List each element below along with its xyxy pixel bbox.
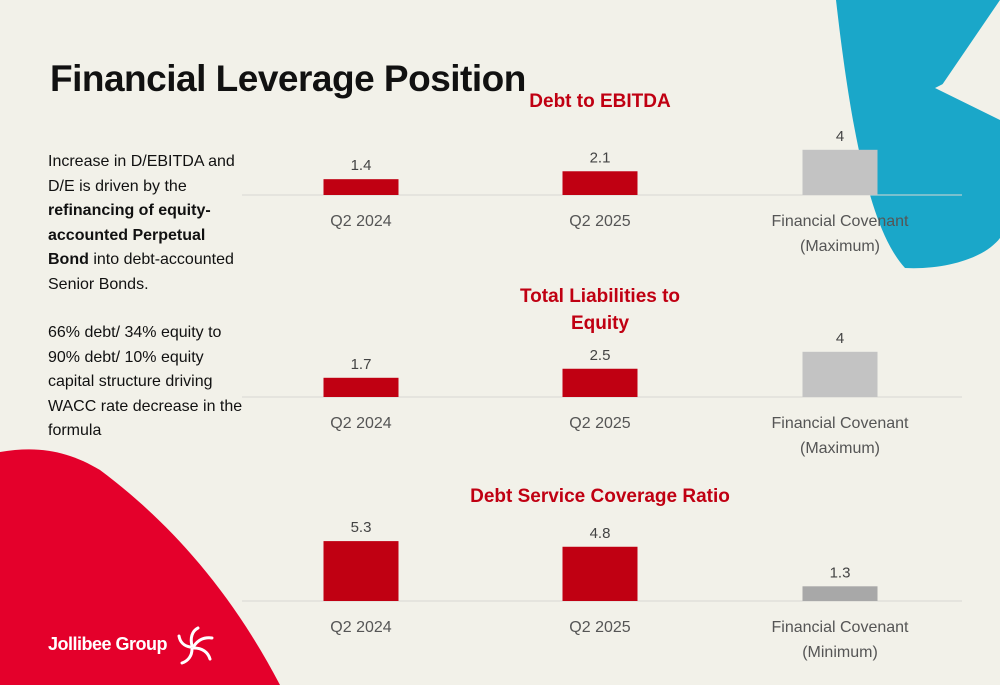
chart-0-value-label-2: 4 bbox=[836, 128, 844, 145]
teal-notch bbox=[935, 55, 1000, 120]
narrative-paragraph-1: Increase in D/EBITDA and D/E is driven b… bbox=[48, 150, 243, 297]
chart-0-value-label-0: 1.4 bbox=[351, 157, 372, 174]
chart-0-category-label-1: Q2 2025 bbox=[569, 213, 630, 230]
page-title: Financial Leverage Position bbox=[50, 58, 526, 99]
chart-1-bar-0 bbox=[323, 377, 399, 397]
narrative-highlight: refinancing of equity-accounted Perpetua… bbox=[48, 202, 211, 268]
narrative-text-1b: into debt-accounted Senior Bonds. bbox=[48, 251, 234, 293]
narrative-text: Increase in D/EBITDA and D/E is driven b… bbox=[48, 150, 243, 468]
chart-1-category-label-2: Financial Covenant (Maximum) bbox=[772, 415, 910, 457]
chart-2-value-label-0: 5.3 bbox=[351, 519, 372, 536]
logo-bee-icon bbox=[177, 626, 214, 665]
chart-1-value-label-1: 2.5 bbox=[590, 347, 611, 364]
company-logo: Jollibee Group bbox=[48, 634, 168, 654]
chart-1-bar-1 bbox=[562, 368, 638, 397]
teal-accent-shape bbox=[836, 0, 1000, 269]
chart-2-value-label-1: 4.8 bbox=[590, 525, 611, 542]
chart-0-category-label-0: Q2 2024 bbox=[330, 213, 391, 230]
chart-title-total-liabilities-to-equity: Total Liabilities to Equity bbox=[519, 286, 681, 334]
narrative-paragraph-2: 66% debt/ 34% equity to 90% debt/ 10% eq… bbox=[48, 324, 243, 439]
chart-0-bar-2 bbox=[802, 149, 878, 195]
chart-2-category-label-2: Financial Covenant (Minimum) bbox=[772, 619, 910, 661]
chart-title-debt-to-ebitda: Debt to EBITDA bbox=[529, 91, 671, 112]
chart-1-bar-2 bbox=[802, 351, 878, 397]
chart-0-category-label-2: Financial Covenant (Maximum) bbox=[772, 213, 910, 255]
chart-title-debt-service-coverage: Debt Service Coverage Ratio bbox=[470, 486, 730, 507]
chart-1-category-label-0: Q2 2024 bbox=[330, 415, 391, 432]
chart-2-value-label-2: 1.3 bbox=[830, 564, 851, 581]
chart-2-bar-1 bbox=[562, 546, 638, 601]
chart-2-category-label-0: Q2 2024 bbox=[330, 619, 391, 636]
chart-0-bar-1 bbox=[562, 171, 638, 195]
chart-2-bar-0 bbox=[323, 541, 399, 601]
chart-0-bar-0 bbox=[323, 179, 399, 195]
chart-1-value-label-0: 1.7 bbox=[351, 356, 372, 373]
chart-0-value-label-1: 2.1 bbox=[590, 149, 611, 166]
narrative-text-1a: Increase in D/EBITDA and D/E is driven b… bbox=[48, 153, 235, 195]
chart-2-category-label-1: Q2 2025 bbox=[569, 619, 630, 636]
chart-1-category-label-1: Q2 2025 bbox=[569, 415, 630, 432]
red-accent-shape bbox=[0, 449, 280, 685]
chart-1-value-label-2: 4 bbox=[836, 330, 844, 347]
chart-2-bar-2 bbox=[802, 586, 878, 601]
